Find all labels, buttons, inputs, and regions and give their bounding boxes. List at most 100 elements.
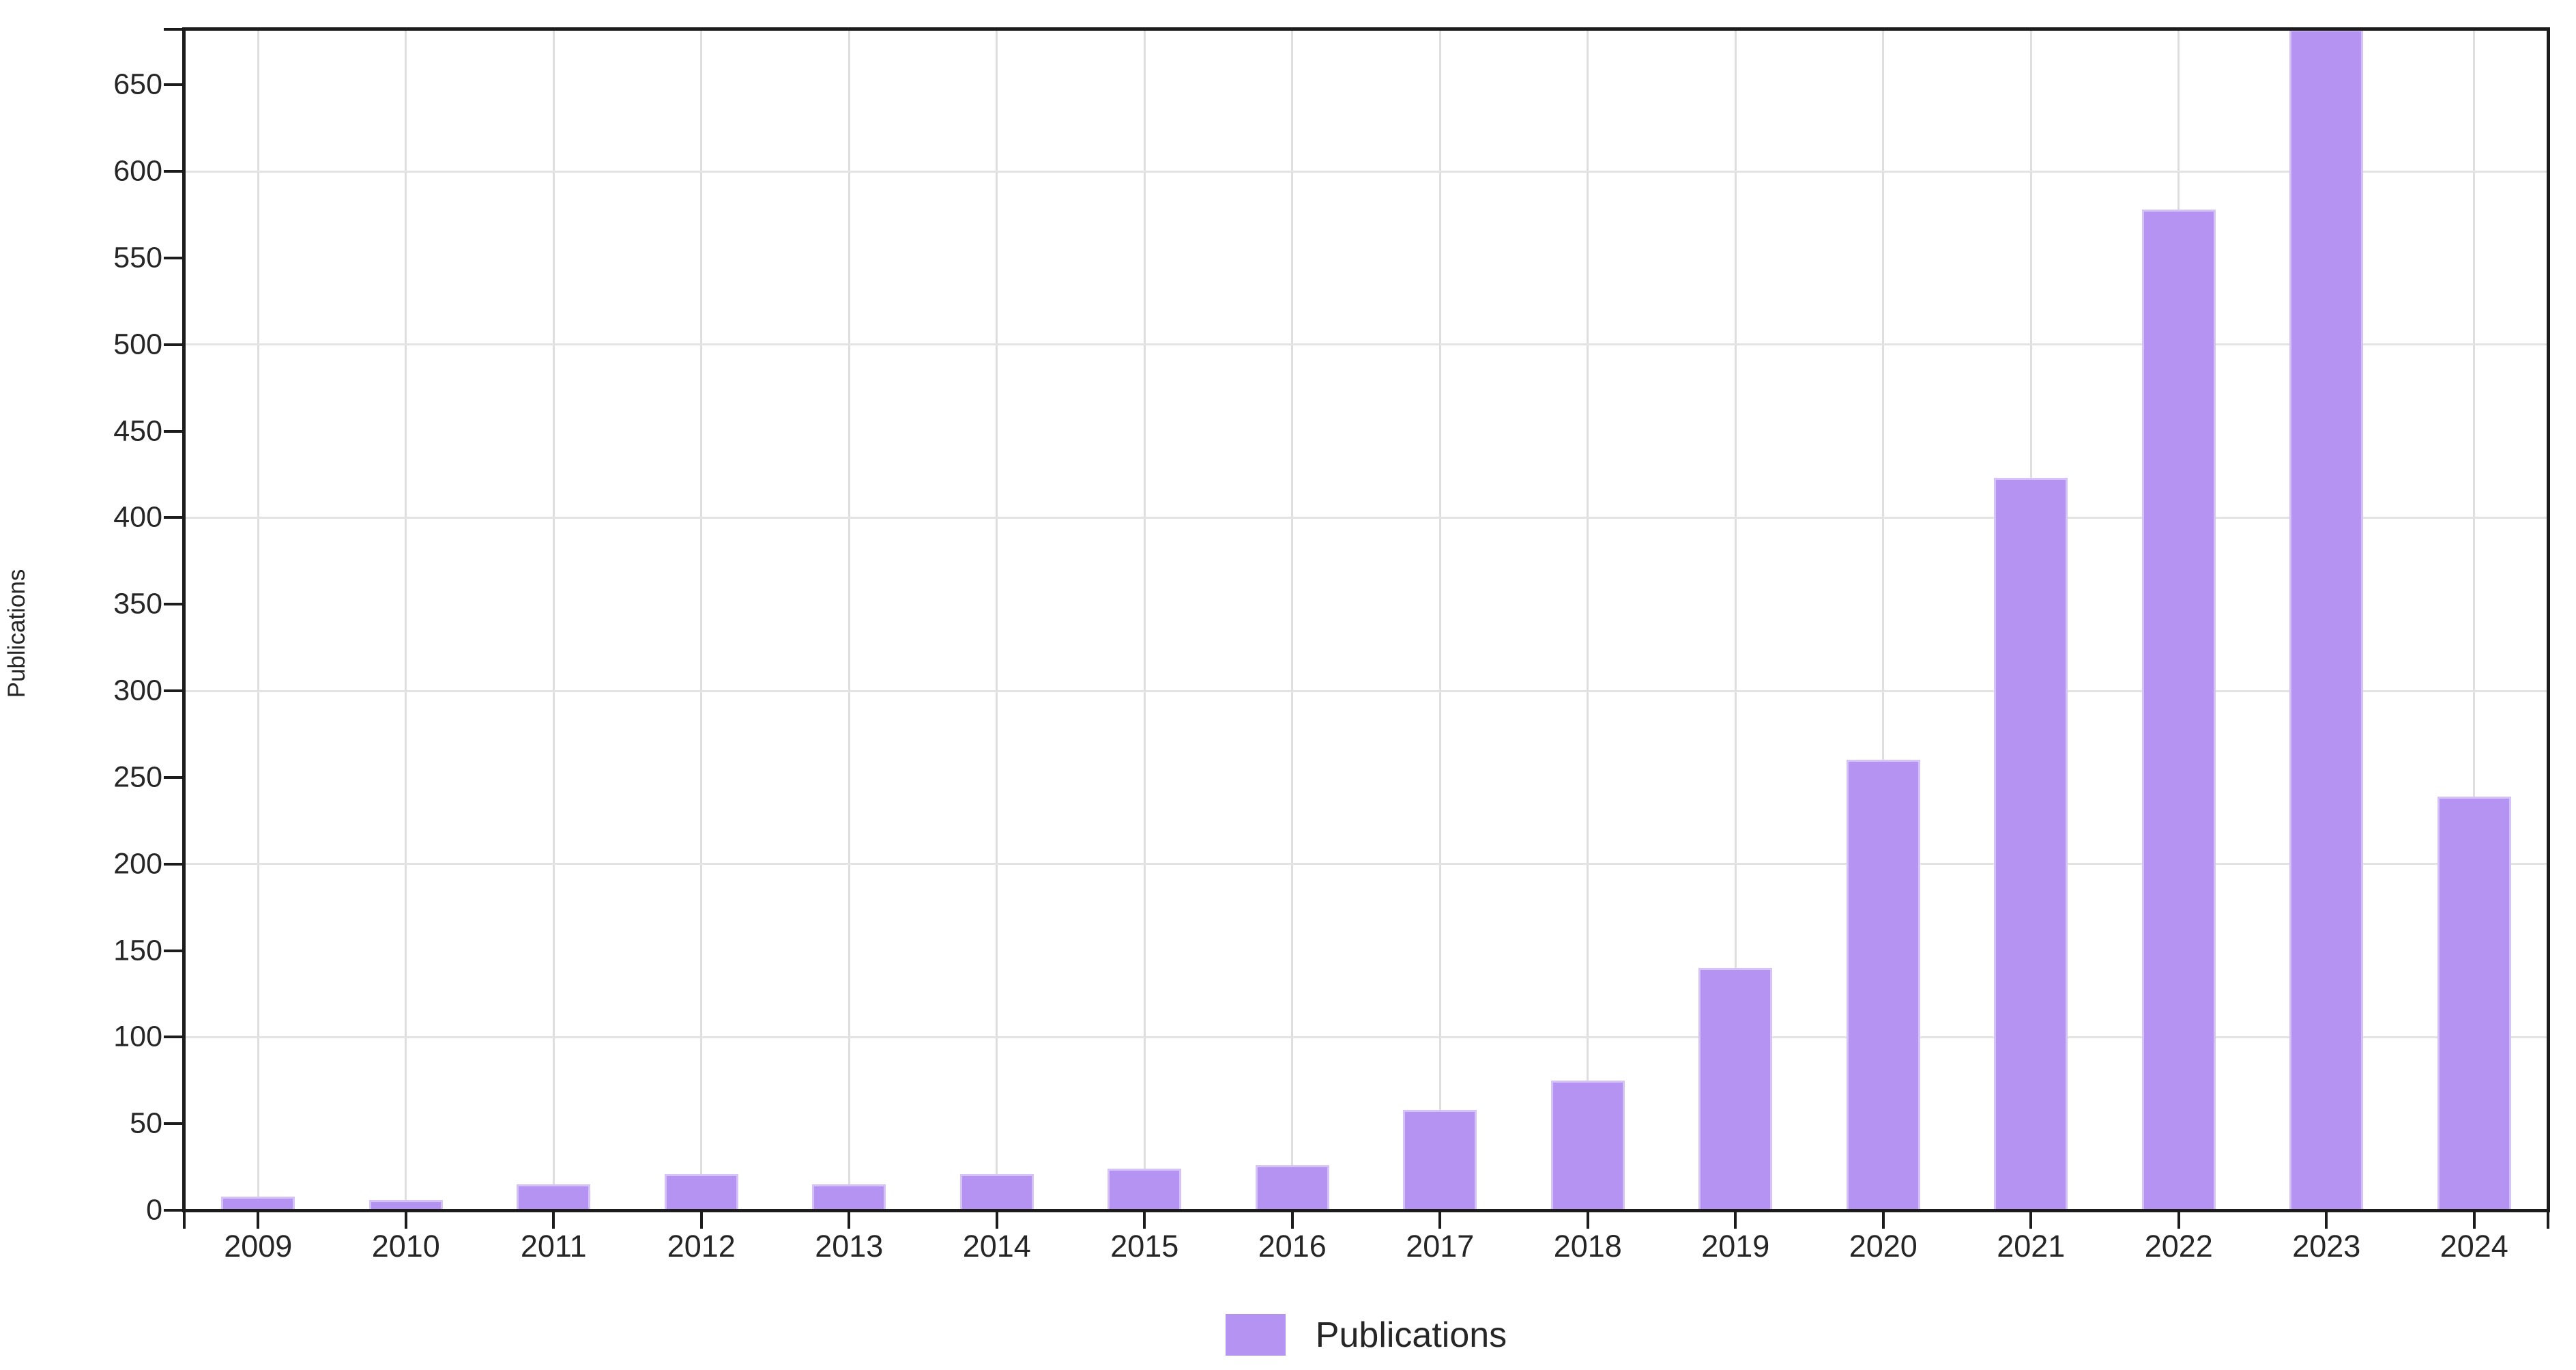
legend-label: Publications [1315, 1315, 1507, 1355]
x-axis-corner-tick-right [2547, 1212, 2549, 1229]
horizontal-gridline-400 [184, 516, 2548, 519]
bar-2015[interactable] [1108, 1169, 1182, 1210]
bar-2013[interactable] [812, 1184, 886, 1210]
x-tick-2012 [699, 1212, 703, 1229]
bar-2017[interactable] [1403, 1110, 1477, 1210]
x-tick-2018 [1586, 1212, 1589, 1229]
y-tick-label-300: 300 [113, 674, 162, 707]
horizontal-gridline-600 [184, 170, 2548, 173]
horizontal-gridline-100 [184, 1036, 2548, 1038]
x-tick-2017 [1438, 1212, 1442, 1229]
x-tick-label-2021: 2021 [1997, 1229, 2066, 1264]
x-tick-2015 [1143, 1212, 1146, 1229]
y-tick-label-500: 500 [113, 328, 162, 361]
x-tick-label-2022: 2022 [2144, 1229, 2213, 1264]
y-tick-label-400: 400 [113, 500, 162, 534]
y-tick-200 [164, 862, 184, 866]
bar-2024[interactable] [2437, 797, 2511, 1210]
x-tick-label-2012: 2012 [667, 1229, 736, 1264]
y-tick-0 [164, 1209, 184, 1212]
x-tick-label-2024: 2024 [2440, 1229, 2508, 1264]
y-tick-label-650: 650 [113, 68, 162, 101]
x-tick-2009 [257, 1212, 260, 1229]
vertical-gridline-2016 [1291, 29, 1294, 1210]
bar-2011[interactable] [517, 1184, 591, 1210]
x-tick-label-2018: 2018 [1553, 1229, 1622, 1264]
horizontal-gridline-300 [184, 689, 2548, 692]
y-tick-label-600: 600 [113, 154, 162, 188]
x-tick-label-2013: 2013 [815, 1229, 884, 1264]
x-tick-label-2015: 2015 [1110, 1229, 1179, 1264]
horizontal-gridline-200 [184, 863, 2548, 866]
x-tick-2022 [2177, 1212, 2180, 1229]
x-tick-2024 [2472, 1212, 2476, 1229]
y-tick-400 [164, 516, 184, 519]
x-tick-label-2014: 2014 [962, 1229, 1031, 1264]
x-tick-label-2017: 2017 [1406, 1229, 1475, 1264]
vertical-gridline-2017 [1438, 29, 1441, 1210]
bar-2009[interactable] [221, 1197, 295, 1210]
bar-2016[interactable] [1255, 1165, 1329, 1210]
x-tick-2011 [552, 1212, 555, 1229]
x-tick-2019 [1734, 1212, 1737, 1229]
x-tick-label-2010: 2010 [371, 1229, 440, 1264]
horizontal-gridline-500 [184, 343, 2548, 346]
x-tick-2014 [995, 1212, 998, 1229]
x-tick-label-2023: 2023 [2292, 1229, 2361, 1264]
vertical-gridline-2014 [996, 29, 998, 1210]
y-tick-label-550: 550 [113, 241, 162, 274]
x-tick-2013 [848, 1212, 851, 1229]
x-tick-2021 [2029, 1212, 2033, 1229]
bar-2014[interactable] [959, 1174, 1034, 1210]
vertical-gridline-2009 [257, 29, 259, 1210]
vertical-gridline-2013 [848, 29, 850, 1210]
bar-2018[interactable] [1550, 1081, 1625, 1210]
y-tick-550 [164, 256, 184, 259]
y-tick-150 [164, 949, 184, 952]
bar-2019[interactable] [1698, 968, 1773, 1210]
x-axis-corner-tick-left [183, 1212, 186, 1229]
x-tick-label-2009: 2009 [224, 1229, 293, 1264]
y-tick-label-450: 450 [113, 414, 162, 447]
y-tick-350 [164, 603, 184, 606]
x-tick-label-2016: 2016 [1258, 1229, 1327, 1264]
y-tick-600 [164, 170, 184, 173]
bar-2020[interactable] [1846, 760, 1920, 1210]
legend-item-publications[interactable]: Publications [1225, 1314, 1507, 1356]
y-tick-250 [164, 775, 184, 779]
vertical-gridline-2018 [1587, 29, 1589, 1210]
x-tick-2020 [1881, 1212, 1885, 1229]
vertical-gridline-2010 [405, 29, 407, 1210]
x-tick-2023 [2325, 1212, 2328, 1229]
y-tick-50 [164, 1122, 184, 1126]
y-tick-650 [164, 83, 184, 87]
x-tick-label-2020: 2020 [1849, 1229, 1917, 1264]
legend-color-swatch [1225, 1314, 1286, 1356]
y-axis-max-tick [164, 28, 184, 31]
y-tick-300 [164, 689, 184, 692]
y-tick-label-350: 350 [113, 587, 162, 620]
y-tick-label-150: 150 [113, 934, 162, 967]
x-tick-2010 [404, 1212, 407, 1229]
bar-2022[interactable] [2141, 210, 2216, 1210]
y-tick-450 [164, 429, 184, 433]
y-tick-label-50: 50 [130, 1107, 162, 1140]
y-tick-100 [164, 1036, 184, 1039]
x-tick-2016 [1290, 1212, 1294, 1229]
y-tick-label-200: 200 [113, 847, 162, 881]
vertical-gridline-2024 [2473, 29, 2476, 1210]
y-tick-500 [164, 343, 184, 346]
y-tick-label-250: 250 [113, 760, 162, 794]
vertical-gridline-2012 [700, 29, 703, 1210]
vertical-gridline-2015 [1143, 29, 1146, 1210]
vertical-gridline-2019 [1734, 29, 1737, 1210]
bar-2021[interactable] [1994, 478, 2068, 1210]
x-tick-label-2019: 2019 [1701, 1229, 1770, 1264]
bar-2010[interactable] [368, 1200, 443, 1210]
vertical-gridline-2020 [1882, 29, 1885, 1210]
x-tick-label-2011: 2011 [520, 1229, 587, 1264]
vertical-gridline-2011 [552, 29, 555, 1210]
bar-2023[interactable] [2289, 29, 2364, 1210]
bar-2012[interactable] [664, 1174, 738, 1210]
